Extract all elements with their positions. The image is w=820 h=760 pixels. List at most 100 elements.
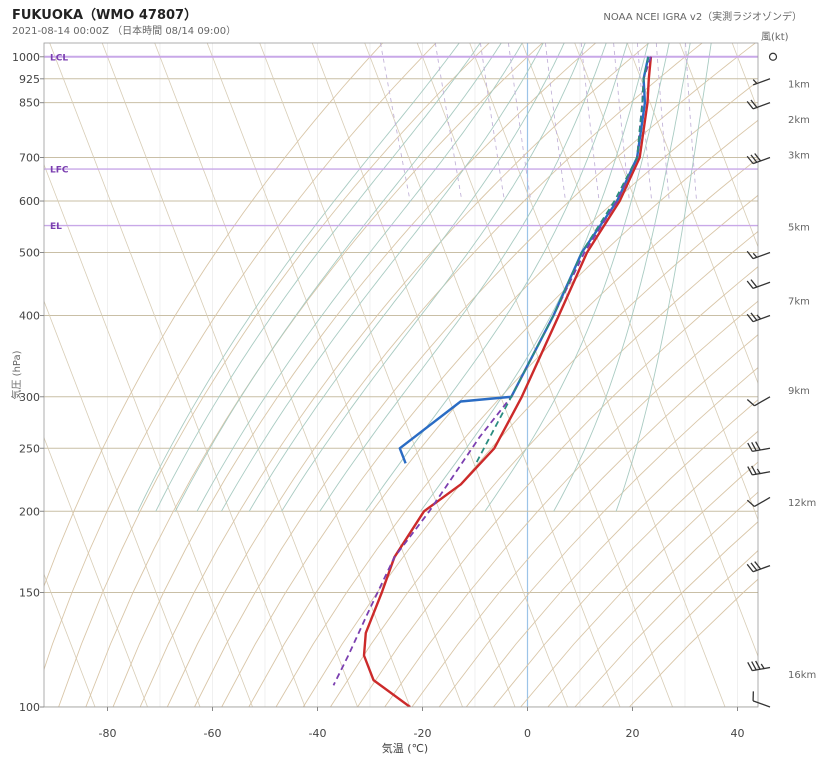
x-tick-label: 20 (626, 727, 640, 740)
moist-adiabat (319, 43, 607, 512)
isotherm-line (626, 43, 758, 385)
wind-barb (746, 396, 771, 407)
mixing-ratio-line (380, 43, 411, 202)
dry-adiabat (357, 266, 758, 707)
y-tick-label: 400 (19, 310, 40, 323)
isotherm-line (44, 436, 148, 707)
wind-barb-full (747, 466, 753, 476)
y-tick-label: 700 (19, 151, 40, 164)
wind-barb (746, 250, 771, 260)
isotherm-line (259, 43, 516, 707)
wind-barb-full (746, 499, 755, 507)
wind-barb-staff (752, 78, 771, 86)
wind-barb-full (755, 441, 761, 451)
dry-adiabat (275, 157, 758, 707)
chart-title: FUKUOKA（WMO 47807） (12, 8, 198, 23)
dry-adiabat (194, 43, 756, 707)
level-label-lfc: LFC (50, 166, 69, 176)
wind-barb-full (746, 155, 754, 165)
y-tick-label: 925 (19, 73, 40, 86)
isotherm-line (679, 43, 758, 248)
wind-barbs (746, 52, 778, 708)
wind-barb-staff (752, 251, 771, 260)
dry-adiabat (44, 43, 437, 671)
wind-barb (747, 441, 771, 453)
dry-adiabat (628, 578, 758, 707)
moist-adiabat (365, 43, 628, 512)
moist-adiabat (248, 43, 565, 512)
dry-adiabat (330, 230, 758, 707)
wind-barb-full (747, 442, 753, 452)
height-label: 3km (788, 150, 810, 161)
wind-barb-full (747, 662, 753, 671)
wind-barb-half (760, 663, 765, 669)
wind-barb-full (751, 465, 757, 475)
wind-barb (746, 496, 771, 508)
wind-barb-full (750, 279, 758, 288)
moist-adiabat (420, 43, 649, 512)
moist-adiabat (155, 43, 481, 512)
wind-barb-half (756, 314, 762, 320)
y-axis-label: 気圧 (hPa) (10, 350, 23, 399)
moist-adiabat (484, 43, 670, 512)
y-tick-label: 100 (19, 701, 40, 714)
wind-barb-full (750, 312, 758, 321)
axes: -80 -60 -40 -20 0 20 40 1000 925 850 700 600 500 400 3… (12, 51, 816, 740)
height-label: 2km (788, 115, 810, 126)
wind-barb-half (752, 79, 758, 85)
wind-barb-half (752, 252, 758, 258)
mixing-ratio-line (479, 43, 505, 202)
wind-barb-full (752, 691, 754, 701)
isotherm-line (49, 43, 306, 707)
moist-adiabat (196, 43, 523, 512)
dry-adiabat (384, 300, 758, 707)
x-tick-label: 0 (524, 727, 531, 740)
isotherm-line (44, 300, 201, 707)
wind-barb-full (746, 100, 754, 110)
wind-barb-full (746, 398, 755, 407)
y-tick-label: 200 (19, 505, 40, 518)
y-tick-label: 300 (19, 391, 40, 404)
x-tick-label: -40 (309, 727, 327, 740)
wind-barb-staff (754, 396, 771, 407)
wind-barb (746, 153, 771, 165)
y-tick-label: 500 (19, 247, 40, 260)
wind-barb-staff (752, 314, 771, 323)
wind-barb-staff (752, 156, 771, 165)
sounding-profiles (332, 56, 653, 707)
moist-adiabat (553, 43, 691, 512)
wind-barb-full (755, 660, 761, 670)
wind-barb-full (751, 442, 757, 451)
wind-barb (746, 99, 771, 110)
wind-barb (747, 660, 771, 672)
wind-barb (746, 561, 771, 573)
isotherm-line (521, 43, 758, 658)
dry-adiabat (58, 43, 490, 707)
isotherm-line (311, 43, 568, 707)
mixing-ratio-line (655, 43, 670, 202)
wind-barb-full (746, 250, 754, 260)
isotherm-line (364, 43, 621, 707)
mixing-ratio-line (434, 43, 463, 202)
dry-adiabat (44, 43, 383, 588)
wind-barb-full (746, 280, 754, 289)
chart-subtitle: 2021-08-14 00:00Z （日本時間 08/14 09:00） (12, 26, 237, 37)
level-lines: EL LFC LCL (44, 53, 758, 232)
x-tick-label: -60 (204, 727, 222, 740)
wind-barb-staff (752, 564, 771, 573)
height-label: 7km (788, 297, 810, 308)
wind-barb-staff (754, 496, 771, 508)
wind-axis-label: 風(kt) (761, 31, 789, 43)
dry-adiabat (520, 461, 758, 707)
plot-frame (43, 42, 759, 708)
y-tick-label: 850 (19, 97, 40, 110)
profile-line-0 (362, 56, 653, 707)
dry-adiabat (438, 367, 758, 707)
profile-line-1 (398, 56, 650, 464)
dry-adiabat (493, 430, 758, 707)
dry-adiabat (166, 43, 703, 707)
wind-barb-full (754, 153, 762, 162)
isotherm-line (731, 43, 758, 112)
wind-barb-staff (752, 471, 771, 476)
